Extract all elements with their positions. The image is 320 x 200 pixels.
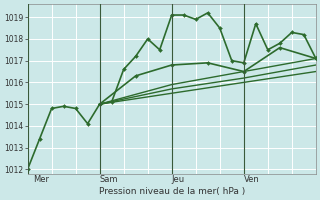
X-axis label: Pression niveau de la mer( hPa ): Pression niveau de la mer( hPa ) <box>99 187 245 196</box>
